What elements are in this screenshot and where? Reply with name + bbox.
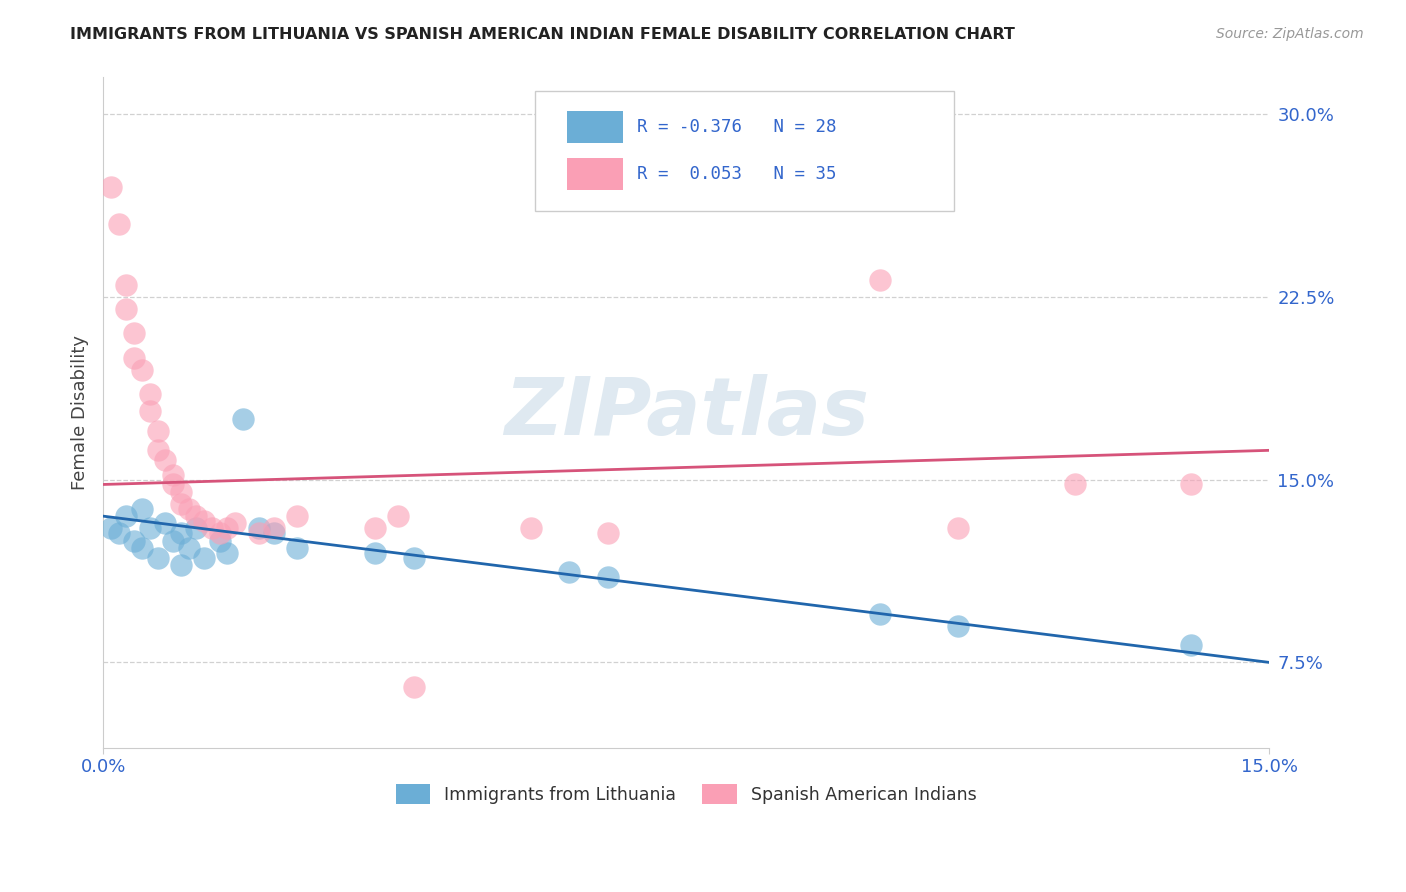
Point <box>170 558 193 572</box>
Point <box>146 550 169 565</box>
Point <box>263 521 285 535</box>
Point <box>387 509 409 524</box>
FancyBboxPatch shape <box>534 91 955 211</box>
Point <box>107 217 129 231</box>
Point <box>162 467 184 482</box>
Point <box>208 533 231 548</box>
Point <box>170 526 193 541</box>
Point <box>402 550 425 565</box>
Point <box>1180 477 1202 491</box>
Point <box>177 541 200 555</box>
Point <box>364 546 387 560</box>
Point <box>115 277 138 292</box>
Bar <box>567 158 623 190</box>
Point <box>598 526 620 541</box>
Point <box>155 453 177 467</box>
Point <box>122 326 145 341</box>
Text: R =  0.053   N = 35: R = 0.053 N = 35 <box>637 165 837 183</box>
Point <box>869 607 891 621</box>
Point <box>598 570 620 584</box>
Point <box>193 550 215 565</box>
Point <box>162 477 184 491</box>
Point <box>155 516 177 531</box>
Point <box>186 509 208 524</box>
Point <box>146 424 169 438</box>
Point <box>232 411 254 425</box>
Point <box>131 501 153 516</box>
Text: Source: ZipAtlas.com: Source: ZipAtlas.com <box>1216 27 1364 41</box>
Point <box>170 497 193 511</box>
Point <box>122 533 145 548</box>
Point <box>162 533 184 548</box>
Point <box>263 526 285 541</box>
Point <box>287 541 309 555</box>
Point <box>115 301 138 316</box>
Point <box>1180 638 1202 652</box>
Point <box>131 363 153 377</box>
Point <box>869 273 891 287</box>
Y-axis label: Female Disability: Female Disability <box>72 335 89 490</box>
Point <box>946 521 969 535</box>
Point <box>122 351 145 365</box>
Point <box>139 404 162 418</box>
Point <box>193 514 215 528</box>
Legend: Immigrants from Lithuania, Spanish American Indians: Immigrants from Lithuania, Spanish Ameri… <box>387 775 986 813</box>
Point <box>100 180 122 194</box>
Point <box>287 509 309 524</box>
Point <box>208 526 231 541</box>
Point <box>217 546 239 560</box>
Point <box>170 484 193 499</box>
Point <box>186 521 208 535</box>
Point <box>247 521 270 535</box>
Point <box>519 521 541 535</box>
Text: ZIPatlas: ZIPatlas <box>503 374 869 451</box>
Point <box>946 619 969 633</box>
Point <box>131 541 153 555</box>
Bar <box>567 111 623 143</box>
Point <box>364 521 387 535</box>
Point <box>146 443 169 458</box>
Point <box>139 387 162 401</box>
Point <box>139 521 162 535</box>
Point <box>217 521 239 535</box>
Point <box>224 516 246 531</box>
Point <box>558 565 581 579</box>
Text: IMMIGRANTS FROM LITHUANIA VS SPANISH AMERICAN INDIAN FEMALE DISABILITY CORRELATI: IMMIGRANTS FROM LITHUANIA VS SPANISH AME… <box>70 27 1015 42</box>
Point <box>402 680 425 694</box>
Point <box>1063 477 1085 491</box>
Point <box>115 509 138 524</box>
Point <box>177 501 200 516</box>
Text: R = -0.376   N = 28: R = -0.376 N = 28 <box>637 118 837 136</box>
Point <box>107 526 129 541</box>
Point <box>100 521 122 535</box>
Point <box>247 526 270 541</box>
Point <box>201 521 224 535</box>
